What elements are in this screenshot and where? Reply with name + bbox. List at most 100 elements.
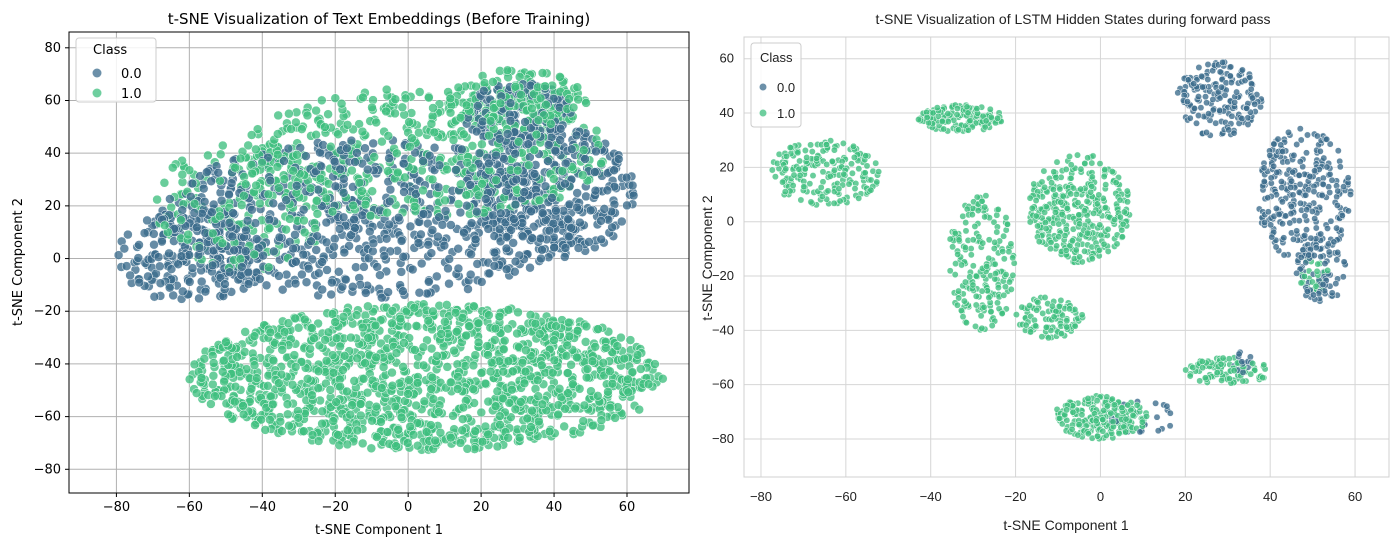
scatter-point-class1-left: [430, 435, 440, 446]
scatter-point-class0-right: [1328, 176, 1336, 184]
scatter-point-class0-right: [1313, 132, 1321, 140]
scatter-point-class1-left: [402, 321, 413, 332]
y-tick-label-left: 80: [44, 41, 61, 56]
scatter-point-class1-left: [470, 350, 481, 360]
scatter-point-class0-left: [510, 256, 521, 267]
scatter-point-class1-left: [279, 174, 290, 184]
scatter-point-class0-left: [133, 253, 144, 263]
scatter-point-class1-left: [342, 425, 353, 435]
scatter-point-class1-left: [302, 110, 313, 121]
scatter-point-class0-left: [473, 101, 483, 111]
scatter-point-class1-left: [442, 362, 453, 372]
scatter-point-class1-left: [480, 378, 491, 389]
scatter-point-class1-left: [383, 131, 394, 141]
scatter-point-class0-left: [281, 195, 291, 205]
scatter-point-class1-left: [432, 351, 442, 361]
scatter-point-class0-left: [444, 254, 455, 264]
scatter-point-class0-left: [609, 165, 619, 175]
scatter-point-class1-left: [418, 185, 428, 196]
scatter-point-class1-left: [240, 327, 250, 337]
x-tick-label-left: −40: [249, 500, 276, 515]
scatter-point-class1-left: [217, 238, 228, 248]
scatter-point-class1-left: [325, 385, 336, 395]
scatter-point-class0-left: [318, 140, 328, 150]
scatter-point-class1-left: [263, 189, 274, 200]
scatter-point-class1-right: [1123, 187, 1131, 195]
scatter-point-class0-left: [537, 245, 547, 255]
scatter-point-class1-left: [562, 340, 572, 351]
scatter-point-class0-left: [377, 292, 387, 303]
scatter-point-class1-left: [458, 414, 468, 424]
scatter-point-class1-right: [961, 278, 969, 286]
scatter-point-class0-left: [510, 149, 520, 159]
scatter-point-class1-right: [999, 247, 1007, 255]
scatter-point-class0-left: [229, 245, 239, 256]
scatter-point-class1-right: [1018, 303, 1026, 311]
scatter-point-class1-left: [428, 103, 438, 113]
scatter-point-class0-left: [329, 242, 339, 252]
scatter-point-class1-right: [1081, 247, 1089, 255]
scatter-point-class0-right: [1228, 112, 1236, 120]
scatter-point-class1-right: [848, 160, 855, 168]
scatter-point-class0-left: [368, 138, 378, 149]
scatter-point-class1-right: [809, 172, 817, 180]
scatter-point-class1-left: [275, 416, 286, 427]
scatter-point-class1-right: [952, 260, 960, 268]
chart-left: −80 −60 −40 −20 0 20 40 60−80−60−40−20020406080…: [11, 10, 690, 538]
scatter-point-class1-left: [452, 326, 462, 337]
scatter-point-class1-left: [297, 124, 307, 134]
scatter-point-class1-left: [435, 427, 446, 438]
scatter-point-class1-left: [519, 378, 530, 389]
scatter-point-class1-left: [184, 374, 195, 385]
scatter-point-class0-left: [384, 153, 394, 164]
scatter-point-class1-right: [855, 165, 863, 173]
scatter-point-class1-right: [981, 213, 989, 221]
scatter-point-class0-left: [155, 261, 165, 272]
scatter-point-class1-left: [378, 362, 389, 372]
scatter-point-class1-left: [446, 432, 456, 443]
scatter-point-class0-left: [416, 229, 426, 240]
scatter-point-class1-left: [392, 148, 402, 159]
scatter-point-class1-left: [263, 262, 274, 272]
scatter-point-class1-left: [473, 337, 484, 348]
scatter-point-class0-right: [1246, 73, 1254, 81]
scatter-point-class1-right: [1052, 173, 1060, 181]
scatter-point-class1-left: [305, 183, 316, 194]
scatter-point-class0-left: [227, 231, 238, 242]
scatter-point-class0-left: [339, 247, 350, 258]
scatter-point-class0-left: [536, 253, 546, 264]
scatter-point-class0-right: [1279, 220, 1286, 228]
scatter-point-class0-right: [1303, 149, 1310, 157]
scatter-point-class1-left: [249, 360, 260, 370]
scatter-point-class1-left: [246, 130, 257, 140]
scatter-point-class1-left: [526, 422, 536, 432]
scatter-point-class0-left: [560, 243, 571, 253]
scatter-point-class1-left: [510, 404, 521, 415]
scatter-point-class1-left: [581, 98, 591, 108]
scatter-point-class1-left: [495, 98, 506, 109]
scatter-point-class1-left: [289, 350, 300, 360]
y-tick-label-left: −40: [34, 357, 61, 372]
scatter-point-class1-right: [1096, 160, 1104, 168]
scatter-point-class1-right: [993, 228, 1001, 236]
scatter-point-class1-left: [221, 337, 231, 347]
scatter-point-class0-left: [613, 154, 624, 164]
scatter-point-class1-left: [352, 425, 363, 436]
scatter-point-class0-left: [338, 212, 349, 223]
scatter-point-class0-left: [432, 271, 442, 282]
scatter-point-class1-left: [317, 406, 328, 417]
scatter-point-class1-left: [408, 430, 419, 440]
scatter-point-class1-left: [527, 103, 537, 114]
scatter-point-class1-left: [335, 341, 345, 352]
scatter-point-class1-right: [1068, 237, 1076, 245]
scatter-point-class0-left: [453, 243, 463, 254]
scatter-point-class0-left: [427, 225, 438, 235]
scatter-point-class1-left: [223, 409, 233, 420]
scatter-point-class0-left: [187, 178, 198, 189]
scatter-point-class1-left: [533, 391, 543, 401]
scatter-point-class1-right: [819, 168, 827, 176]
scatter-point-class1-left: [287, 380, 298, 390]
scatter-point-class0-right: [1324, 224, 1331, 232]
scatter-point-class1-left: [421, 427, 432, 437]
